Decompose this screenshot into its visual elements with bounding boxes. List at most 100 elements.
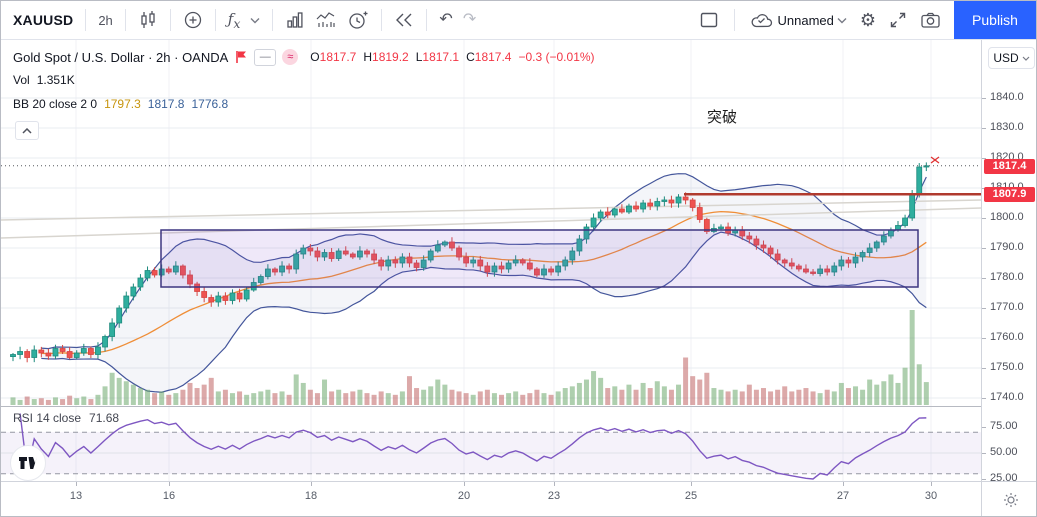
- tradingview-logo[interactable]: [10, 445, 46, 481]
- price-change-marker: [930, 156, 940, 164]
- axis-tick-mark: [982, 368, 986, 369]
- bb-lower-value: 1776.8: [191, 97, 229, 111]
- price-tick-label: 1760.0: [990, 331, 1024, 343]
- axis-tick-mark: [982, 278, 986, 279]
- collapse-legend-button[interactable]: [15, 121, 39, 140]
- price-axis[interactable]: USD 1840.01830.01820.01810.01800.01790.0…: [981, 39, 1036, 484]
- compare-button[interactable]: [183, 10, 203, 30]
- price-tick-label: 1750.0: [990, 361, 1024, 373]
- time-tick-label: 30: [924, 490, 938, 502]
- change-value: −0.3 (−0.01%): [518, 50, 595, 64]
- time-tick-mark: [169, 482, 170, 486]
- consolidation-box[interactable]: [160, 229, 919, 288]
- divider: [214, 9, 216, 31]
- redo-arrow-icon: ↷: [462, 11, 477, 28]
- divider: [85, 9, 87, 31]
- axis-tick-mark: [982, 479, 986, 480]
- time-tick-mark: [691, 482, 692, 486]
- hide-indicator-icon[interactable]: —: [254, 48, 277, 66]
- price-tick-label: 1770.0: [990, 301, 1024, 313]
- wave-histogram-icon: [316, 12, 336, 27]
- indicators-button[interactable]: ƒx: [228, 10, 241, 31]
- axis-tick-mark: [982, 98, 986, 99]
- rsi-tick-label: 50.00: [990, 446, 1018, 458]
- trend-lines[interactable]: [1, 199, 981, 239]
- axis-tick-mark: [982, 398, 986, 399]
- chart-canvas[interactable]: [1, 39, 981, 481]
- layout-square-icon: [701, 12, 718, 28]
- low-value: 1817.1: [422, 50, 460, 64]
- pane-separator[interactable]: [1, 406, 1036, 407]
- alarm-clock-plus-icon: [349, 11, 368, 29]
- axis-tick-mark: [982, 248, 986, 249]
- divider: [169, 9, 171, 31]
- undo-arrow-icon: ↶: [439, 11, 453, 28]
- time-tick-label: 23: [547, 490, 561, 502]
- volume-value: 1.351K: [36, 73, 75, 87]
- rsi-pane: [1, 413, 981, 480]
- volume-legend-row: Vol 1.351K: [13, 70, 595, 90]
- time-tick-label: 16: [162, 490, 176, 502]
- chevron-down-icon: [250, 17, 260, 23]
- axis-settings-corner[interactable]: [981, 482, 1036, 516]
- bb-legend-row: BB 20 close 2 0 1797.3 1817.8 1776.8: [13, 94, 595, 114]
- rsi-label: RSI 14 close: [13, 411, 82, 425]
- rsi-legend-row: RSI 14 close 71.68: [13, 411, 119, 425]
- open-value: 1817.7: [319, 50, 357, 64]
- publish-button[interactable]: Publish: [954, 1, 1036, 39]
- replay-button[interactable]: [394, 12, 414, 28]
- price-tick-label: 1780.0: [990, 271, 1024, 283]
- screenshot-button[interactable]: [920, 11, 941, 29]
- time-tick-label: 27: [836, 490, 850, 502]
- chevron-up-icon: [22, 127, 32, 134]
- rsi-line: [19, 413, 927, 480]
- sun-icon: [1003, 493, 1018, 507]
- axis-tick-mark: [982, 218, 986, 219]
- symbol-title[interactable]: Gold Spot / U.S. Dollar · 2h · OANDA: [13, 49, 229, 65]
- high-value: 1819.2: [372, 50, 409, 64]
- bar-style-button[interactable]: [138, 10, 158, 30]
- layout-button[interactable]: [699, 10, 719, 30]
- forecast-button[interactable]: [315, 10, 337, 30]
- time-axis[interactable]: 13 16 18 20 23 25 27 30: [1, 481, 1036, 516]
- axis-tick-mark: [982, 338, 986, 339]
- rewind-icon: [396, 13, 412, 27]
- tv-logo-icon: [19, 457, 37, 469]
- rsi-value: 71.68: [89, 411, 120, 425]
- undo-button[interactable]: ↶: [439, 12, 452, 28]
- time-tick-label: 20: [457, 490, 471, 502]
- symbol-search-button[interactable]: XAUUSD: [13, 12, 74, 28]
- columns-chart-icon: [287, 12, 303, 28]
- chart-legend: Gold Spot / U.S. Dollar · 2h · OANDA — ≈…: [13, 47, 595, 114]
- price-tick-label: 1790.0: [990, 241, 1024, 253]
- toolbar-right-group: Unnamed ⚙ Publish: [699, 1, 1036, 39]
- market-status-icon[interactable]: ≈: [282, 49, 299, 65]
- currency-dropdown[interactable]: USD: [988, 47, 1035, 69]
- chevron-down-icon: [1022, 56, 1030, 61]
- time-tick-mark: [554, 482, 555, 486]
- settings-button[interactable]: ⚙: [860, 11, 876, 29]
- indicator-templates-button[interactable]: [285, 10, 305, 30]
- interval-button[interactable]: 2h: [98, 12, 113, 28]
- time-tick-mark: [843, 482, 844, 486]
- axis-tick-mark: [982, 308, 986, 309]
- bb-basis-value: 1797.3: [104, 97, 141, 111]
- chevron-down-icon: [837, 17, 847, 23]
- rsi-tick-label: 75.00: [990, 420, 1018, 432]
- divider: [124, 9, 126, 31]
- close-value: 1817.4: [474, 50, 512, 64]
- alert-button[interactable]: [347, 9, 369, 31]
- divider: [734, 9, 736, 31]
- fullscreen-button[interactable]: [889, 11, 907, 29]
- divider: [426, 9, 428, 31]
- ohlc-values: O1817.7 H1819.2 L1817.1 C1817.4 −0.3 (−0…: [310, 50, 595, 64]
- axis-tick-mark: [982, 128, 986, 129]
- indicators-dropdown-button[interactable]: [250, 17, 260, 24]
- bb-label: BB 20 close 2 0: [13, 97, 98, 111]
- flag-icon[interactable]: [234, 50, 248, 64]
- breakout-annotation[interactable]: 突破: [707, 108, 738, 126]
- price-tick-label: 1840.0: [990, 91, 1024, 103]
- redo-button[interactable]: ↷: [463, 12, 476, 28]
- cloud-save-button[interactable]: Unnamed: [750, 11, 847, 29]
- divider: [381, 9, 383, 31]
